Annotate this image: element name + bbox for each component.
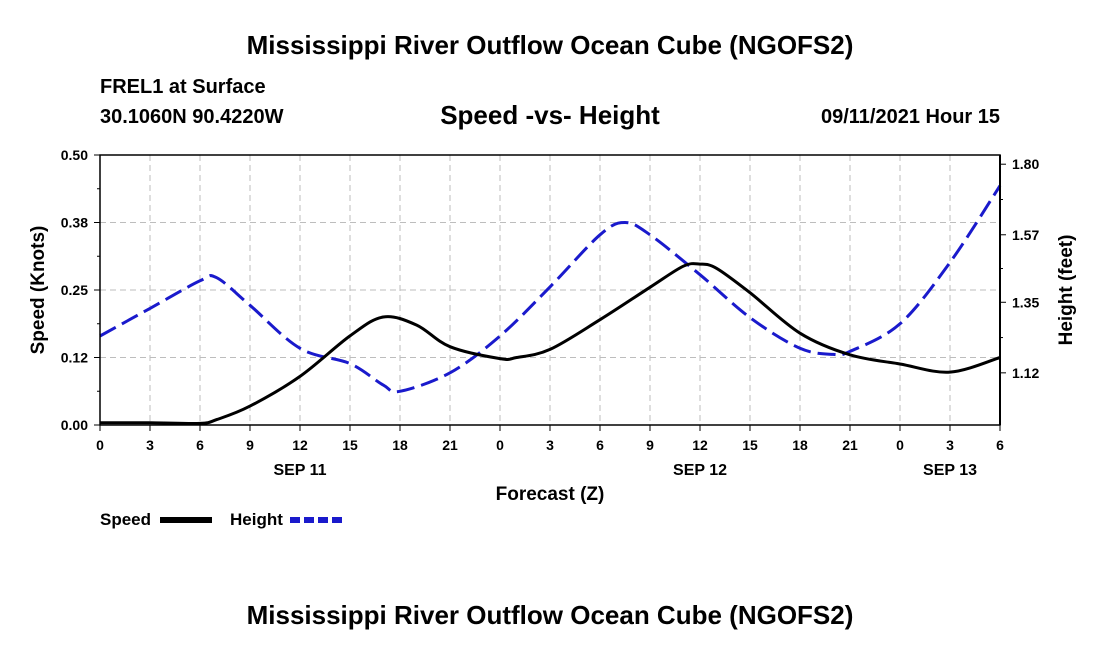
left-tick-label: 0.50 bbox=[61, 147, 88, 163]
x-tick-label: 3 bbox=[546, 437, 554, 453]
right-tick-label: 1.12 bbox=[1012, 365, 1039, 381]
left-axis-title: Speed (Knots) bbox=[28, 226, 49, 355]
footer-title: Mississippi River Outflow Ocean Cube (NG… bbox=[246, 600, 854, 630]
x-tick-label: 3 bbox=[946, 437, 954, 453]
left-axis-ticks: 0.00 0.12 0.25 0.38 0.50 bbox=[61, 147, 100, 433]
x-tick-label: 9 bbox=[246, 437, 254, 453]
legend: Speed Height bbox=[100, 510, 342, 529]
x-tick-label: 18 bbox=[392, 437, 408, 453]
x-tick-label: 6 bbox=[196, 437, 204, 453]
grid-lines bbox=[100, 155, 1000, 425]
speed-series-line bbox=[100, 262, 1001, 426]
x-tick-label: 15 bbox=[342, 437, 358, 453]
date-labels: SEP 11 SEP 12 SEP 13 bbox=[273, 462, 977, 479]
x-tick-label: 3 bbox=[146, 437, 154, 453]
x-tick-label: 18 bbox=[792, 437, 808, 453]
left-tick-label: 0.38 bbox=[61, 215, 88, 231]
date-label: SEP 11 bbox=[273, 462, 326, 479]
right-tick-label: 1.80 bbox=[1012, 156, 1039, 172]
x-tick-label: 21 bbox=[442, 437, 458, 453]
right-axis-title: Height (feet) bbox=[1056, 235, 1077, 346]
x-axis-ticks: 0 3 6 9 12 15 18 21 0 3 6 9 12 15 18 21 0 3 6 bbox=[96, 425, 1004, 453]
series-lines bbox=[99, 184, 1002, 426]
date-label: SEP 12 bbox=[673, 462, 727, 479]
legend-speed-label: Speed bbox=[100, 510, 151, 529]
x-tick-label: 12 bbox=[692, 437, 708, 453]
x-tick-label: 15 bbox=[742, 437, 758, 453]
speed-height-chart: 0 3 6 9 12 15 18 21 0 3 6 9 12 15 18 21 0 3 6 0.00 0.12 0.25… bbox=[28, 147, 1077, 529]
right-tick-label: 1.57 bbox=[1012, 227, 1039, 243]
x-tick-label: 0 bbox=[496, 437, 504, 453]
left-tick-label: 0.25 bbox=[61, 282, 88, 298]
left-tick-label: 0.00 bbox=[61, 417, 88, 433]
station-label: FREL1 at Surface bbox=[100, 76, 266, 98]
forecast-datetime: 09/11/2021 Hour 15 bbox=[820, 106, 1000, 128]
x-tick-label: 6 bbox=[596, 437, 604, 453]
chart-subtitle: Speed -vs- Height bbox=[440, 100, 660, 130]
legend-height-label: Height bbox=[230, 510, 283, 529]
left-tick-label: 0.12 bbox=[61, 350, 88, 366]
x-tick-label: 0 bbox=[96, 437, 104, 453]
x-tick-label: 0 bbox=[896, 437, 904, 453]
date-label: SEP 13 bbox=[923, 462, 977, 479]
right-tick-label: 1.35 bbox=[1012, 294, 1039, 310]
x-tick-label: 9 bbox=[646, 437, 654, 453]
right-axis-ticks: 1.12 1.35 1.57 1.80 bbox=[1000, 156, 1039, 381]
x-axis-title: Forecast (Z) bbox=[496, 484, 605, 505]
x-tick-label: 6 bbox=[996, 437, 1004, 453]
x-tick-label: 21 bbox=[842, 437, 858, 453]
main-title: Mississippi River Outflow Ocean Cube (NG… bbox=[246, 30, 854, 60]
x-tick-label: 12 bbox=[292, 437, 308, 453]
coordinates-label: 30.1060N 90.4220W bbox=[100, 106, 284, 128]
